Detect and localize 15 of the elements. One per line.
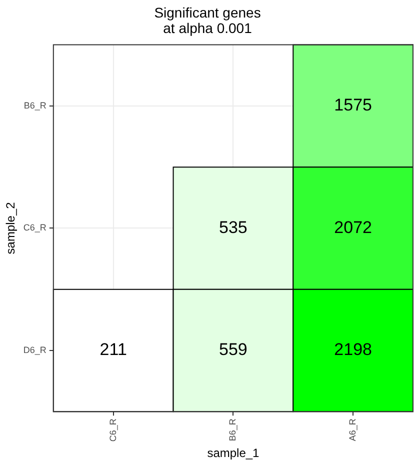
data-label: 211 <box>100 340 127 360</box>
x-tick-label: C6_R <box>108 418 118 442</box>
data-label: 2072 <box>334 218 372 237</box>
y-tick-label: C6_R <box>23 222 47 233</box>
y-axis-title: sample_2 <box>4 202 18 254</box>
x-tick-label: B6_R <box>228 418 238 442</box>
data-label: 2198 <box>334 340 372 360</box>
x-tick-label: A6_R <box>348 418 358 442</box>
chart-title: Significant genes at alpha 0.001 <box>154 4 261 36</box>
y-tick-label: B6_R <box>24 100 47 110</box>
data-label: 535 <box>219 218 248 237</box>
x-axis-title: sample_1 <box>207 446 260 460</box>
y-tick-label: D6_R <box>23 344 47 355</box>
data-label: 1575 <box>334 96 372 115</box>
data-label: 559 <box>219 340 248 360</box>
